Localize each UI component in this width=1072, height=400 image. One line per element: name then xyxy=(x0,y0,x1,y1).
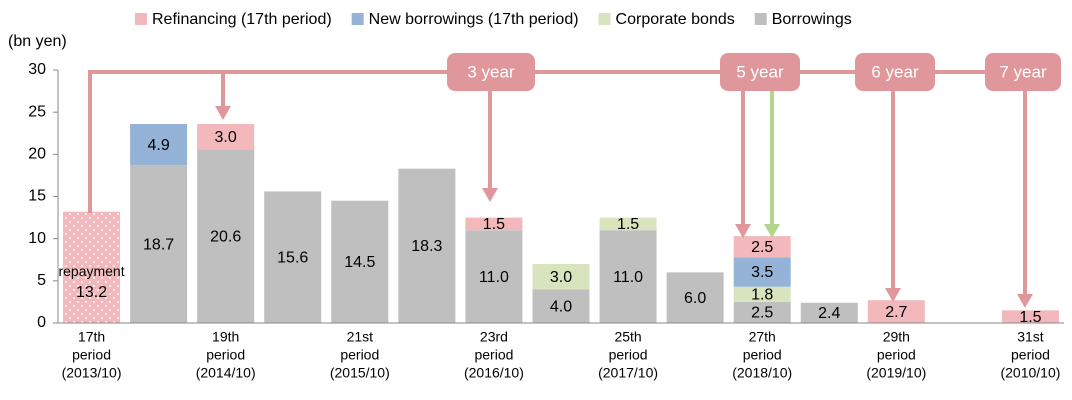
x-tick-label: 25th xyxy=(614,329,641,345)
bar-segment xyxy=(264,191,322,323)
bar-segment xyxy=(398,168,456,323)
bar-segment xyxy=(532,263,590,290)
x-tick-label: (2015/10) xyxy=(330,365,390,381)
value-label: 3.0 xyxy=(550,269,572,286)
value-label: 2.4 xyxy=(818,305,840,322)
bar-segment xyxy=(733,286,791,302)
bar-segment xyxy=(331,200,389,323)
y-tick-label: 5 xyxy=(37,272,46,289)
bar-segment xyxy=(197,149,255,323)
annotation-box xyxy=(447,53,535,91)
value-label: 1.5 xyxy=(1019,309,1041,326)
value-label: 2.5 xyxy=(751,305,773,322)
bar-segment xyxy=(733,257,791,287)
x-tick-label: (2013/10) xyxy=(62,365,122,381)
x-tick-label: (2016/10) xyxy=(464,365,524,381)
x-tick-label: (2017/10) xyxy=(598,365,658,381)
bar-segment xyxy=(465,230,523,323)
annotation: 7 year xyxy=(999,62,1047,81)
legend-label: Refinancing (17th period) xyxy=(152,11,332,28)
x-tick-label: 29th xyxy=(883,329,910,345)
x-tick-label: (2018/10) xyxy=(732,365,792,381)
bar-segment xyxy=(733,236,791,258)
y-tick-label: 15 xyxy=(28,188,46,205)
bar-segment xyxy=(532,289,590,323)
x-tick-label: period xyxy=(609,347,648,363)
bar-segment xyxy=(63,211,121,323)
legend-swatch xyxy=(754,13,767,25)
y-axis-label: (bn yen) xyxy=(8,33,67,50)
bar-segment xyxy=(733,301,791,323)
x-tick-label: period xyxy=(743,347,782,363)
legend-label: Borrowings xyxy=(772,11,852,28)
x-tick-label: 19th xyxy=(212,329,239,345)
value-label: 6.0 xyxy=(684,290,706,307)
value-label: 13.2 xyxy=(76,284,107,301)
y-tick-label: 25 xyxy=(28,103,46,120)
x-tick-label: period xyxy=(1011,347,1050,363)
x-tick-label: 17th xyxy=(78,329,105,345)
annotation: repayment xyxy=(58,263,124,279)
value-label: 2.7 xyxy=(885,304,907,321)
value-label: 4.0 xyxy=(550,298,572,315)
legend-label: New borrowings (17th period) xyxy=(369,11,579,28)
bar-segment xyxy=(130,165,188,323)
x-tick-label: (2014/10) xyxy=(196,365,256,381)
value-label: 1.5 xyxy=(483,216,505,233)
value-label: 4.9 xyxy=(147,137,169,154)
value-label: 11.0 xyxy=(479,269,509,286)
value-label: 1.8 xyxy=(751,287,773,304)
value-label: 18.7 xyxy=(143,236,174,253)
value-label: 3.5 xyxy=(751,264,773,281)
x-tick-label: period xyxy=(877,347,916,363)
bar-segment xyxy=(130,123,188,166)
value-label: 2.5 xyxy=(751,239,773,256)
bar-segment xyxy=(197,123,255,150)
x-tick-label: period xyxy=(72,347,111,363)
annotation-box xyxy=(985,53,1061,91)
x-tick-label: period xyxy=(474,347,513,363)
legend-label: Corporate bonds xyxy=(616,11,735,28)
y-tick-label: 10 xyxy=(28,230,46,247)
bar-segment xyxy=(465,217,523,231)
bar-segment xyxy=(800,302,858,323)
x-tick-label: 21st xyxy=(347,329,374,345)
x-tick-label: 31st xyxy=(1017,329,1044,345)
annotation: 5 year xyxy=(736,62,784,81)
value-label: 11.0 xyxy=(613,269,643,286)
x-tick-label: (2019/10) xyxy=(866,365,926,381)
bar-segment xyxy=(599,217,657,231)
x-tick-label: (2010/10) xyxy=(1000,365,1060,381)
value-label: 14.5 xyxy=(344,254,375,271)
y-tick-label: 30 xyxy=(28,61,46,78)
annotation-box xyxy=(720,53,800,91)
value-label: 20.6 xyxy=(210,228,241,245)
annotation: 6 year xyxy=(871,62,919,81)
bar-segment xyxy=(1001,310,1059,323)
value-label: 18.3 xyxy=(411,238,442,255)
annotation-box xyxy=(855,53,935,91)
legend-swatch xyxy=(598,13,611,25)
y-tick-label: 20 xyxy=(28,146,46,163)
legend-swatch xyxy=(351,13,364,25)
annotation: 3 year xyxy=(467,62,515,81)
bar-segment xyxy=(666,272,724,323)
x-tick-label: period xyxy=(340,347,379,363)
value-label: 15.6 xyxy=(277,249,308,266)
bar-segment xyxy=(867,300,925,323)
value-label: 3.0 xyxy=(215,129,237,146)
bar-segment xyxy=(599,230,657,323)
x-tick-label: period xyxy=(206,347,245,363)
x-tick-label: 23rd xyxy=(480,329,508,345)
legend-swatch xyxy=(135,13,147,25)
x-tick-label: 27th xyxy=(749,329,776,345)
value-label: 1.5 xyxy=(617,216,639,233)
y-tick-label: 0 xyxy=(37,314,46,331)
